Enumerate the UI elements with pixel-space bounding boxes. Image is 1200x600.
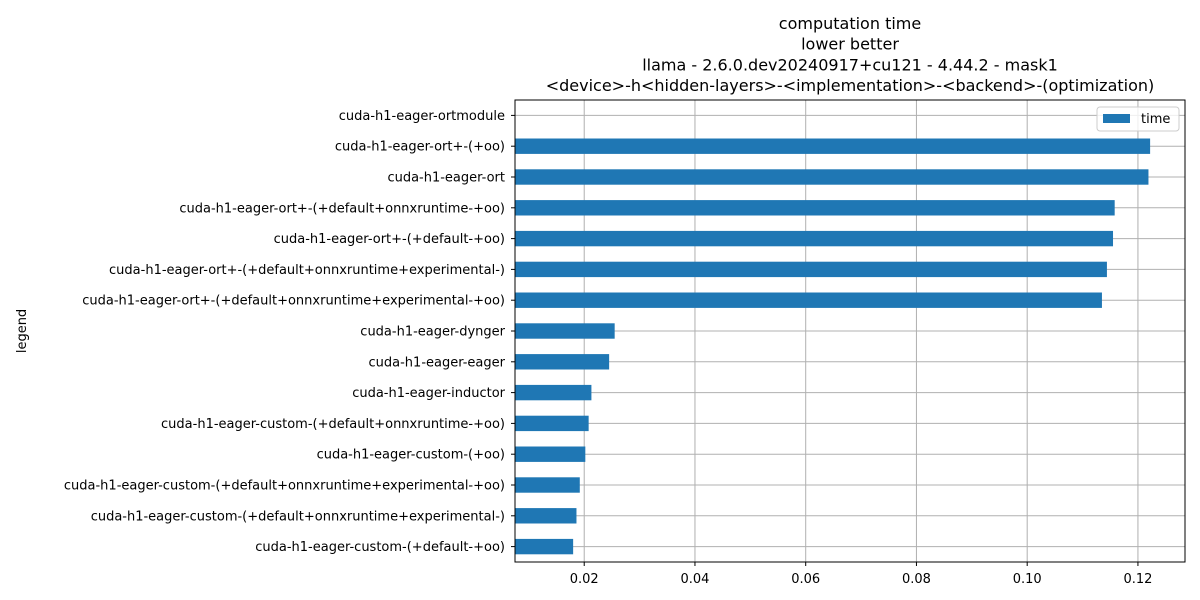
x-tick-label: 0.04 — [680, 572, 709, 587]
bar-13 — [515, 508, 577, 524]
y-tick-label: cuda-h1-eager-ortmodule — [339, 109, 505, 124]
bars — [515, 138, 1151, 555]
bar-5 — [515, 261, 1107, 278]
y-tick-label: cuda-h1-eager-ort+-(+oo) — [335, 140, 505, 155]
y-tick-label: cuda-h1-eager-custom-(+default+onnxrunti… — [161, 417, 505, 432]
y-tick-label: cuda-h1-eager-dynger — [360, 325, 505, 340]
chart-title-line: computation time — [779, 14, 921, 33]
y-tick-label: cuda-h1-eager-inductor — [352, 386, 505, 401]
legend-swatch — [1103, 114, 1130, 123]
y-tick-label: cuda-h1-eager-ort+-(+default+onnxruntime… — [179, 201, 505, 216]
y-tick-label: cuda-h1-eager-custom-(+default-+oo) — [255, 540, 505, 555]
bar-14 — [515, 538, 574, 555]
y-tick-label: cuda-h1-eager-custom-(+default+onnxrunti… — [64, 479, 505, 494]
y-tick-label: cuda-h1-eager-custom-(+default+onnxrunti… — [91, 509, 505, 524]
bar-2 — [515, 169, 1149, 185]
legend-box — [1096, 106, 1180, 132]
y-axis-label: legend — [15, 309, 30, 353]
x-tick-label: 0.06 — [791, 572, 820, 587]
bar-11 — [515, 446, 586, 462]
bar-8 — [515, 354, 610, 370]
bar-9 — [515, 384, 592, 401]
y-tick-label: cuda-h1-eager-eager — [369, 355, 506, 370]
bar-4 — [515, 230, 1114, 247]
y-tick-label: cuda-h1-eager-ort+-(+default-+oo) — [274, 232, 505, 247]
x-tick-label: 0.12 — [1123, 572, 1152, 587]
x-tick-label: 0.10 — [1013, 572, 1042, 587]
legend-label: time — [1141, 112, 1170, 127]
bar-6 — [515, 292, 1102, 308]
y-tick-labels: cuda-h1-eager-ortmodule cuda-h1-eager-ort… — [64, 109, 515, 555]
chart-title-line: llama - 2.6.0.dev20240917+cu121 - 4.44.2… — [642, 55, 1058, 74]
bar-10 — [515, 415, 589, 432]
bar-12 — [515, 477, 580, 493]
chart-title-line: lower better — [801, 35, 899, 54]
legend: time — [1096, 106, 1180, 132]
x-tick-label: 0.02 — [570, 572, 599, 587]
y-tick-label: cuda-h1-eager-custom-(+oo) — [317, 448, 505, 463]
y-tick-label: cuda-h1-eager-ort+-(+default+onnxruntime… — [82, 294, 505, 309]
x-tick-labels: 0.02 0.04 0.06 0.08 0.10 0.12 — [570, 562, 1152, 587]
bar-7 — [515, 323, 615, 339]
y-tick-label: cuda-h1-eager-ort — [387, 171, 505, 186]
y-tick-label: cuda-h1-eager-ort+-(+default+onnxruntime… — [109, 263, 505, 278]
bar-1 — [515, 138, 1151, 154]
bar-3 — [515, 200, 1115, 216]
chart-title-line: <device>-h<hidden-layers>-<implementatio… — [546, 76, 1155, 95]
x-tick-label: 0.08 — [902, 572, 931, 587]
